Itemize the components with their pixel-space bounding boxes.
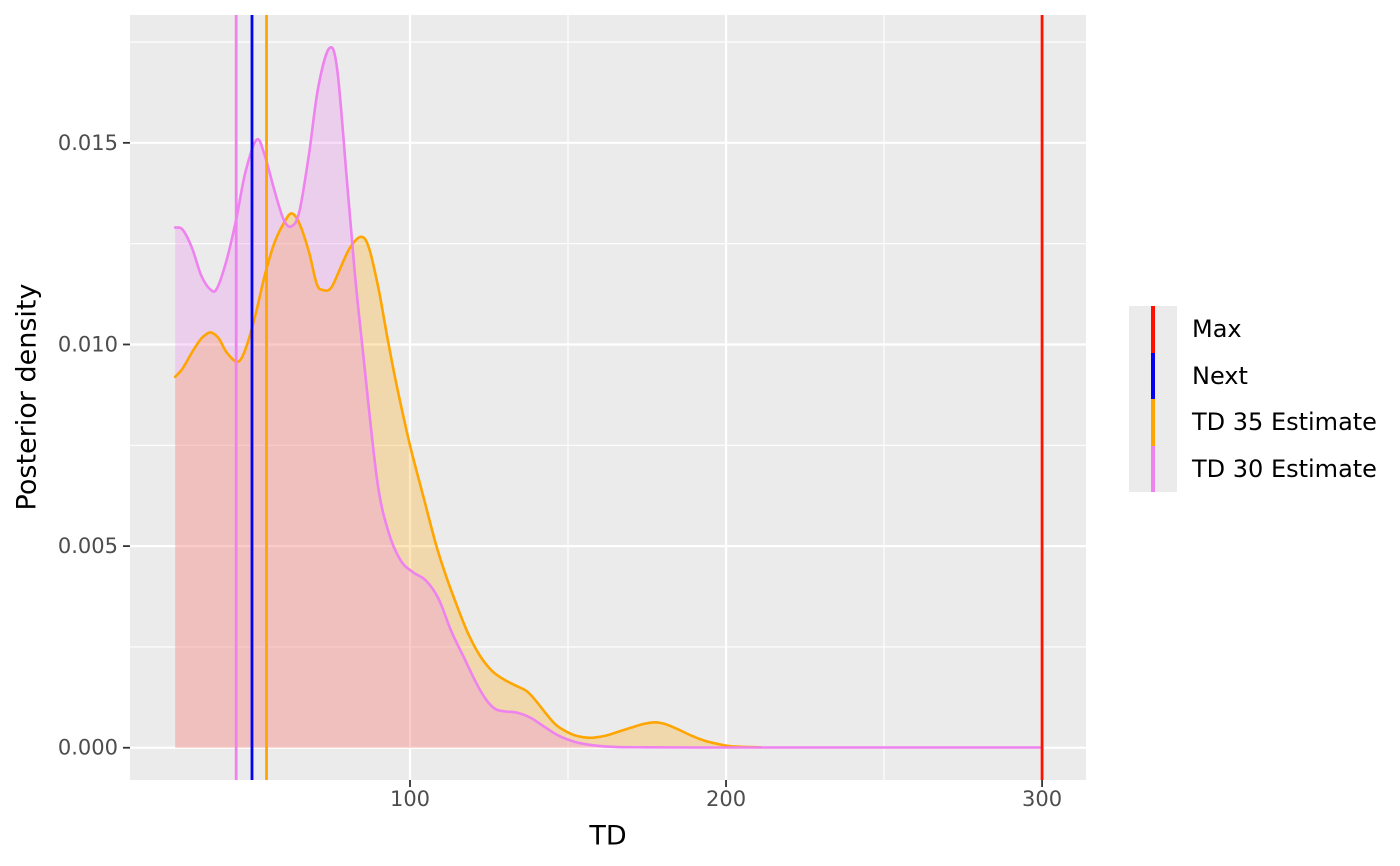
legend-key	[1129, 306, 1177, 353]
legend-entry-td30: TD 30 Estimate	[1129, 445, 1377, 492]
density-fill-td35	[175, 213, 761, 748]
legend-key	[1129, 445, 1177, 492]
legend-entry-next: Next	[1129, 352, 1377, 399]
legend-key-line	[1151, 306, 1155, 353]
x-tick-label: 100	[390, 787, 430, 811]
legend-key	[1129, 352, 1177, 399]
legend-label: TD 30 Estimate	[1192, 454, 1377, 483]
legend-key-line	[1151, 445, 1155, 492]
x-axis-title: TD	[589, 820, 627, 852]
legend-entry-td35: TD 35 Estimate	[1129, 399, 1377, 446]
legend-label: Max	[1192, 315, 1242, 343]
legend-entry-max: Max	[1129, 306, 1377, 353]
y-tick-label: 0.000	[58, 736, 118, 760]
density-curve-td30	[173, 46, 1044, 749]
y-tick-label: 0.005	[58, 534, 118, 558]
legend-label: Next	[1192, 361, 1248, 390]
density-fill-td30	[175, 47, 1043, 748]
density-curve-td35	[173, 212, 763, 749]
legend-key-line	[1151, 352, 1155, 399]
x-tick-label: 300	[1022, 787, 1062, 811]
y-tick-label: 0.015	[58, 131, 118, 155]
legend-key-line	[1151, 399, 1155, 446]
legend-key	[1129, 399, 1177, 446]
x-tick-label: 200	[706, 787, 746, 811]
legend: Max Next TD 35 Estimate TD 30 Estimate	[1129, 306, 1377, 492]
y-axis-title: Posterior density	[11, 283, 43, 511]
y-tick-label: 0.010	[58, 332, 118, 356]
legend-label: TD 35 Estimate	[1192, 408, 1377, 436]
